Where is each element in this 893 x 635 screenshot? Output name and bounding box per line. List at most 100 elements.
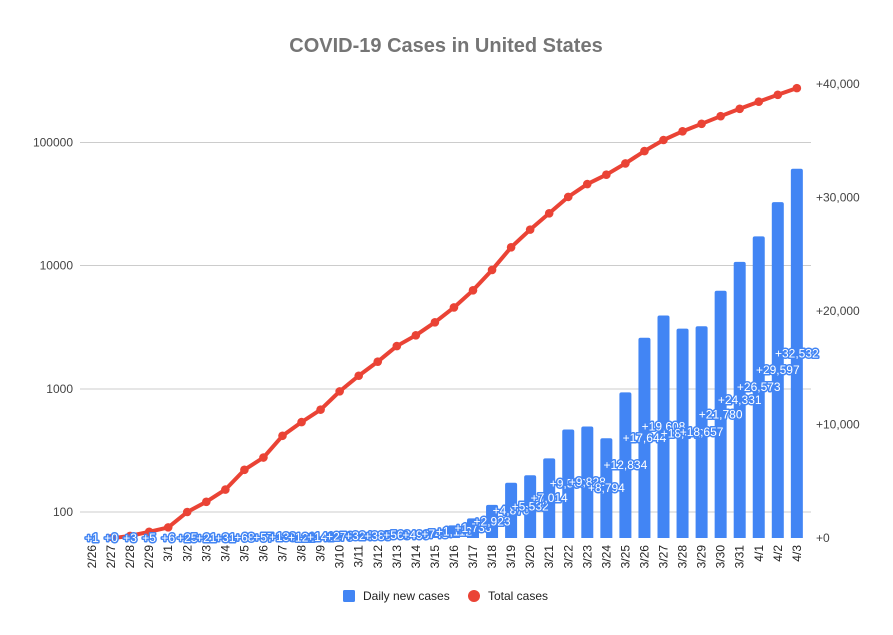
bar-daily-new-cases [562, 429, 575, 538]
data-label-daily-new-cases: +25 [177, 531, 198, 545]
data-label-daily-new-cases: +29,597 [756, 363, 800, 377]
bar-daily-new-cases [676, 328, 689, 538]
data-label-daily-new-cases: +68 [234, 531, 255, 545]
x-axis: 2/26 2/27 2/28 2/29 3/1 3/2 3/3 3/4 3/5 3/6 3/7 3/8… [85, 545, 804, 569]
bar-daily-new-cases [352, 534, 365, 538]
x-tick-label: 3/24 [599, 545, 613, 569]
bar-daily-new-cases [409, 532, 422, 538]
bar-daily-new-cases [428, 529, 441, 538]
data-label-daily-new-cases: +563 [383, 528, 410, 542]
data-label-daily-new-cases: +21 [196, 531, 217, 545]
total-cases-point [468, 285, 478, 295]
x-tick-label: 3/23 [580, 545, 594, 569]
daily-new-cases-data-labels: +1 +0 +3 +5 +6 +25+21+31+68+57+139+121+141+27… [84, 345, 821, 547]
data-label-daily-new-cases: +32,532 [775, 346, 819, 360]
bar-daily-new-cases [467, 518, 479, 538]
x-tick-label: 3/8 [295, 545, 309, 562]
total-cases-point [373, 357, 383, 366]
total-cases-point [144, 527, 154, 537]
bar-daily-new-cases [314, 536, 327, 538]
total-cases-point [430, 318, 440, 327]
data-label-daily-new-cases: +12,834 [604, 458, 648, 472]
total-cases-series [106, 83, 802, 541]
x-tick-label: 3/29 [695, 545, 709, 569]
data-label-daily-new-cases: +5,532 [512, 500, 549, 514]
data-label-daily-new-cases: +7,014 [531, 491, 568, 505]
x-tick-label: 3/27 [657, 545, 671, 569]
left-axis-tick-label: 100000 [33, 136, 73, 150]
legend-square-icon [343, 590, 355, 602]
total-cases-point [449, 303, 459, 312]
data-label-daily-new-cases: +9,828 [569, 475, 606, 489]
data-label-daily-new-cases: +8,794 [588, 481, 625, 495]
x-tick-label: 3/6 [256, 545, 270, 562]
bar-daily-new-cases [486, 504, 499, 538]
bar-daily-new-cases [638, 337, 651, 538]
legend-item-daily-new-cases: Daily new cases [343, 589, 450, 603]
data-label-daily-new-cases: +748 [421, 527, 448, 541]
x-tick-label: 4/2 [771, 545, 785, 562]
data-label-daily-new-cases: +3 [123, 531, 137, 545]
bar-daily-new-cases [752, 236, 765, 538]
data-label-daily-new-cases: +9,560 [550, 477, 587, 491]
x-tick-label: 3/10 [333, 545, 347, 569]
total-cases-point [278, 431, 287, 441]
total-cases-point [773, 90, 783, 100]
chart-title: COVID-19 Cases in United States [289, 35, 602, 57]
data-label-daily-new-cases: +276 [326, 529, 353, 543]
x-tick-label: 3/2 [180, 545, 194, 562]
data-label-daily-new-cases: +21,780 [699, 407, 743, 421]
data-label-daily-new-cases: +0 [104, 531, 118, 545]
total-cases-point [544, 208, 554, 218]
bar-daily-new-cases [333, 534, 346, 538]
right-axis-tick-label: +40,000 [816, 77, 860, 91]
data-label-daily-new-cases: +5 [142, 531, 156, 545]
x-tick-label: 3/18 [485, 545, 499, 569]
total-cases-point [392, 341, 402, 351]
bar-daily-new-cases [695, 326, 708, 538]
x-tick-label: 4/3 [790, 545, 804, 562]
data-label-daily-new-cases: +385 [364, 529, 391, 543]
total-cases-point [659, 135, 668, 145]
total-cases-point [583, 179, 592, 189]
data-label-daily-new-cases: +324 [345, 529, 372, 543]
data-label-daily-new-cases: +1,733 [454, 521, 491, 535]
bar-daily-new-cases [447, 525, 460, 538]
x-tick-label: 3/25 [618, 545, 632, 569]
x-tick-label: 3/22 [561, 545, 575, 569]
x-tick-label: 3/17 [466, 545, 480, 569]
bar-daily-new-cases [543, 458, 556, 538]
gridlines [80, 142, 811, 513]
data-label-daily-new-cases: +139 [269, 530, 296, 544]
total-cases-point [735, 104, 744, 114]
x-tick-label: 3/15 [428, 545, 442, 569]
legend-label-daily-new-cases: Daily new cases [363, 589, 450, 603]
x-tick-label: 2/26 [85, 545, 99, 569]
total-cases-point [411, 331, 421, 340]
data-label-daily-new-cases: +1 [85, 531, 99, 545]
total-cases-point [221, 485, 230, 494]
legend-circle-icon [468, 590, 480, 602]
bar-daily-new-cases [714, 290, 727, 538]
x-tick-label: 3/20 [523, 545, 537, 569]
x-tick-label: 2/28 [123, 545, 137, 569]
total-cases-point [792, 83, 802, 93]
total-cases-point [354, 371, 364, 381]
x-tick-label: 3/19 [504, 545, 518, 569]
right-axis-tick-label: +0 [816, 531, 830, 545]
bar-daily-new-cases [600, 438, 613, 538]
legend-label-total-cases: Total cases [488, 589, 548, 603]
bar-daily-new-cases [257, 537, 270, 538]
right-axis-tick-label: +20,000 [816, 304, 860, 318]
total-cases-point [297, 417, 306, 427]
legend-item-total-cases: Total cases [468, 589, 548, 603]
total-cases-point [163, 523, 173, 532]
x-tick-label: 3/13 [390, 545, 404, 569]
total-cases-point [125, 531, 135, 541]
data-label-daily-new-cases: +4,870 [493, 503, 530, 517]
x-tick-label: 3/1 [161, 545, 175, 562]
bar-daily-new-cases [276, 536, 289, 538]
total-cases-point [182, 507, 192, 517]
x-tick-label: 2/27 [104, 545, 118, 569]
